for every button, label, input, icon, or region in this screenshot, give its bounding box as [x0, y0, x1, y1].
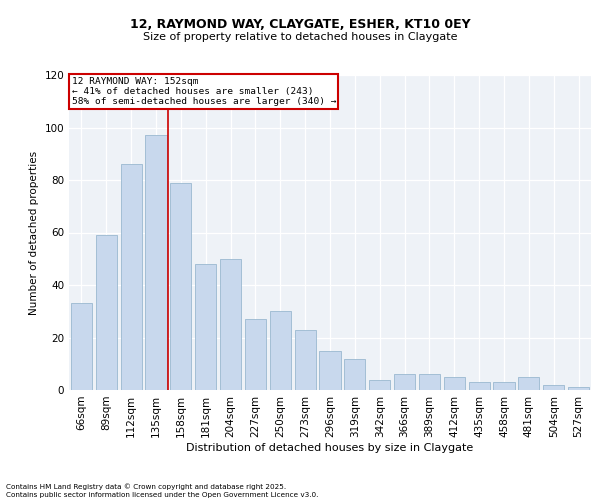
- Bar: [568, 388, 589, 390]
- Bar: [220, 259, 241, 390]
- Bar: [170, 182, 191, 390]
- Bar: [96, 235, 117, 390]
- Bar: [121, 164, 142, 390]
- Bar: [344, 358, 365, 390]
- Text: 12 RAYMOND WAY: 152sqm
← 41% of detached houses are smaller (243)
58% of semi-de: 12 RAYMOND WAY: 152sqm ← 41% of detached…: [71, 76, 336, 106]
- Bar: [295, 330, 316, 390]
- Bar: [419, 374, 440, 390]
- Bar: [394, 374, 415, 390]
- Bar: [469, 382, 490, 390]
- Bar: [71, 304, 92, 390]
- Bar: [444, 377, 465, 390]
- Bar: [145, 136, 167, 390]
- Bar: [369, 380, 390, 390]
- Bar: [245, 319, 266, 390]
- Bar: [543, 385, 564, 390]
- Bar: [319, 350, 341, 390]
- Bar: [493, 382, 515, 390]
- X-axis label: Distribution of detached houses by size in Claygate: Distribution of detached houses by size …: [187, 442, 473, 452]
- Bar: [518, 377, 539, 390]
- Text: Size of property relative to detached houses in Claygate: Size of property relative to detached ho…: [143, 32, 457, 42]
- Text: Contains HM Land Registry data © Crown copyright and database right 2025.
Contai: Contains HM Land Registry data © Crown c…: [6, 484, 319, 498]
- Text: 12, RAYMOND WAY, CLAYGATE, ESHER, KT10 0EY: 12, RAYMOND WAY, CLAYGATE, ESHER, KT10 0…: [130, 18, 470, 30]
- Y-axis label: Number of detached properties: Number of detached properties: [29, 150, 39, 314]
- Bar: [270, 311, 291, 390]
- Bar: [195, 264, 216, 390]
